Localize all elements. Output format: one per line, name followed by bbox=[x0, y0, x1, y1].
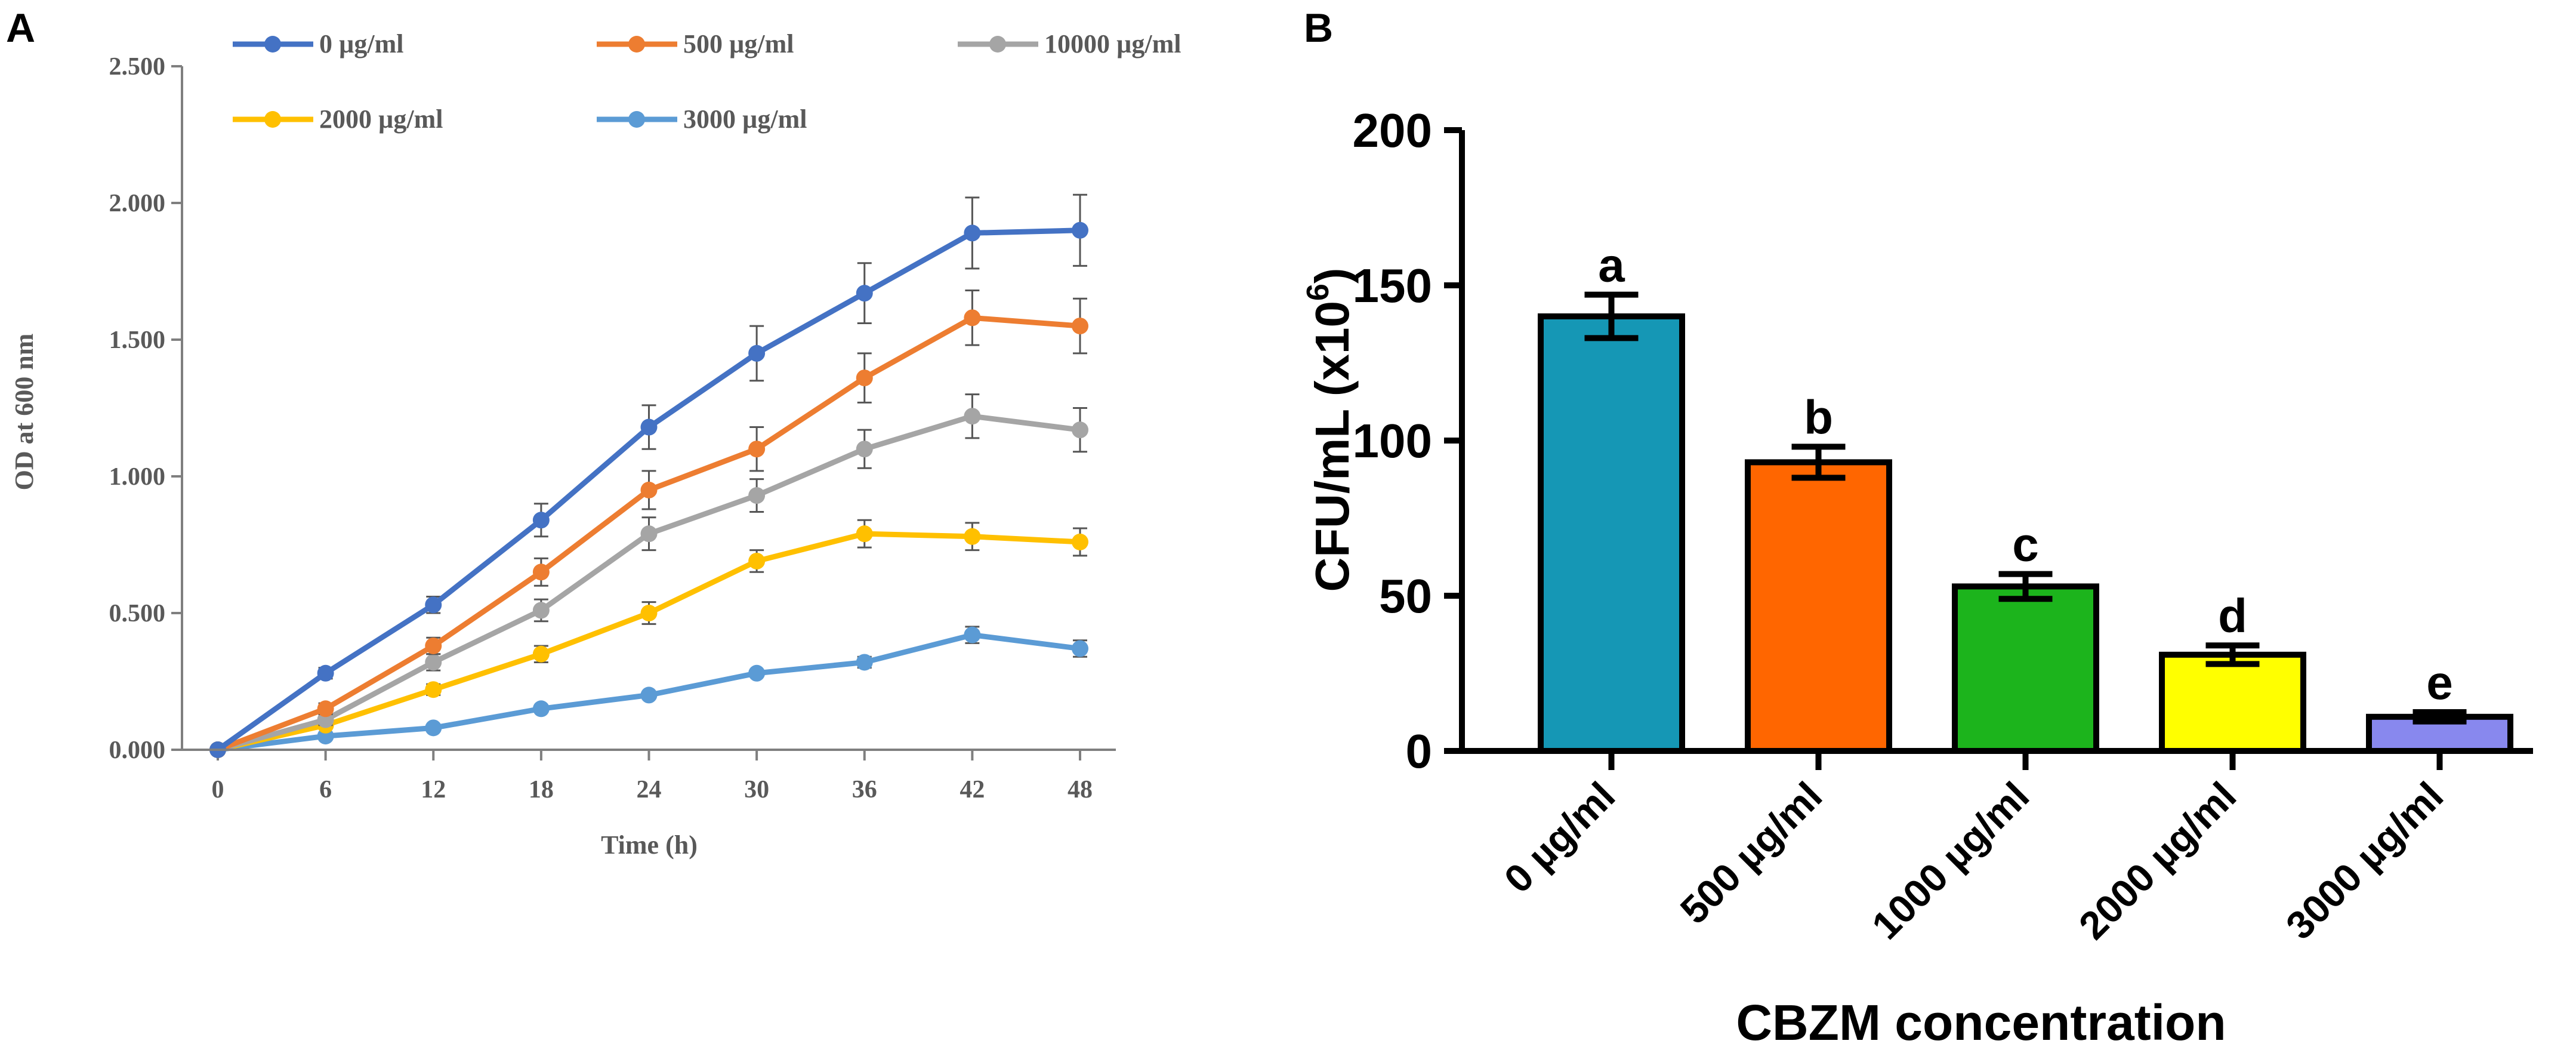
panel-label-a: A bbox=[6, 5, 35, 51]
data-point bbox=[317, 700, 334, 718]
data-point bbox=[640, 418, 658, 436]
significance-letter: a bbox=[1598, 239, 1625, 292]
series-4 bbox=[209, 626, 1088, 758]
y-tick-label: 100 bbox=[1353, 414, 1432, 467]
bar bbox=[2159, 651, 2306, 755]
data-point bbox=[425, 637, 442, 654]
bar-chart-panel-b: 0 50 100 150 200 a b c d e 0 µg/ml 500 µg/ml 1000 … bbox=[1301, 104, 2533, 1051]
data-point bbox=[964, 224, 981, 242]
data-point bbox=[532, 645, 550, 663]
data-point bbox=[425, 654, 442, 671]
significance-letter: e bbox=[2426, 656, 2453, 709]
y-tick-label: 0.500 bbox=[109, 600, 166, 627]
x-axis-title: CBZM concentration bbox=[1736, 995, 2226, 1051]
data-point bbox=[1072, 640, 1088, 657]
data-point bbox=[1072, 421, 1088, 439]
y-tick-label: 1.000 bbox=[109, 463, 166, 491]
legend-marker bbox=[628, 111, 645, 128]
data-point bbox=[532, 512, 550, 529]
data-point bbox=[748, 441, 766, 458]
y-tick-label: 2.500 bbox=[109, 53, 166, 81]
significance-letter: c bbox=[2012, 518, 2039, 571]
x-tick-label: 3000 µg/ml bbox=[2277, 774, 2451, 948]
data-point bbox=[964, 309, 981, 327]
bar bbox=[1538, 313, 1685, 754]
data-point bbox=[640, 481, 658, 498]
data-point bbox=[532, 602, 550, 619]
data-point bbox=[425, 719, 442, 737]
data-point bbox=[856, 654, 873, 671]
legend-marker bbox=[264, 36, 281, 53]
data-point bbox=[748, 487, 766, 504]
x-tick-label: 30 bbox=[744, 776, 769, 803]
legend-marker bbox=[628, 36, 645, 53]
data-point bbox=[640, 605, 658, 621]
x-tick-label: 12 bbox=[421, 776, 446, 803]
data-point bbox=[964, 528, 981, 545]
data-point bbox=[1072, 221, 1088, 239]
y-tick-label: 0 bbox=[1406, 725, 1433, 778]
data-point bbox=[748, 344, 766, 362]
x-tick-label: 0 µg/ml bbox=[1495, 774, 1623, 901]
series-0 bbox=[209, 193, 1088, 758]
data-point bbox=[856, 525, 873, 543]
x-tick-label: 42 bbox=[960, 776, 985, 803]
x-tick-label: 2000 µg/ml bbox=[2070, 774, 2244, 948]
data-point bbox=[856, 441, 873, 458]
x-tick-label: 24 bbox=[637, 776, 662, 803]
y-tick-label: 50 bbox=[1379, 569, 1432, 623]
y-tick-label: 0.000 bbox=[109, 737, 166, 764]
y-tick-label: 2.000 bbox=[109, 190, 166, 217]
x-tick-label: 48 bbox=[1068, 776, 1093, 803]
significance-letter: d bbox=[2218, 589, 2247, 642]
bar bbox=[1745, 459, 1892, 755]
data-point bbox=[856, 285, 873, 302]
legend-label: 2000 µg/ml bbox=[319, 104, 443, 134]
data-point bbox=[856, 370, 873, 387]
legend-marker bbox=[989, 36, 1006, 53]
legend-label: 10000 µg/ml bbox=[1044, 29, 1181, 59]
data-point bbox=[640, 686, 658, 704]
data-point bbox=[425, 596, 442, 614]
data-point bbox=[1072, 318, 1088, 335]
data-point bbox=[425, 681, 442, 698]
y-tick-label: 1.500 bbox=[109, 327, 166, 354]
data-point bbox=[640, 525, 658, 543]
data-point bbox=[964, 408, 981, 425]
x-tick-label: 500 µg/ml bbox=[1671, 774, 1830, 932]
data-point bbox=[748, 552, 766, 569]
x-tick-label: 36 bbox=[852, 776, 877, 803]
y-tick-label: 200 bbox=[1353, 104, 1432, 157]
x-tick-label: 18 bbox=[529, 776, 554, 803]
x-axis-title: Time (h) bbox=[601, 830, 698, 860]
significance-letter: b bbox=[1804, 390, 1833, 444]
data-point bbox=[748, 664, 766, 682]
legend: 0 µg/ml 500 µg/ml 10000 µg/ml 2000 µg/ml 300… bbox=[233, 29, 1181, 134]
data-point bbox=[532, 700, 550, 718]
legend-label: 0 µg/ml bbox=[319, 29, 403, 59]
y-tick-label: 150 bbox=[1353, 259, 1432, 312]
data-point bbox=[532, 564, 550, 581]
y-axis-title: OD at 600 nm bbox=[10, 334, 39, 491]
y-axis-title: CFU/mL (x106) bbox=[1301, 267, 1359, 592]
line-chart-panel-a: 0.000 0.500 1.000 1.500 2.000 2.500 0 6 12 18 24 3… bbox=[10, 29, 1181, 860]
data-point bbox=[1072, 533, 1088, 550]
x-tick-label: 6 bbox=[319, 776, 332, 803]
x-tick-label: 1000 µg/ml bbox=[1863, 774, 2037, 948]
bar bbox=[1952, 583, 2099, 755]
legend-marker bbox=[264, 111, 281, 128]
data-point bbox=[317, 664, 334, 682]
data-point bbox=[964, 626, 981, 644]
legend-label: 500 µg/ml bbox=[683, 29, 794, 59]
legend-label: 3000 µg/ml bbox=[683, 104, 807, 134]
x-tick-label: 0 bbox=[212, 776, 224, 803]
panel-label-b: B bbox=[1304, 5, 1333, 51]
